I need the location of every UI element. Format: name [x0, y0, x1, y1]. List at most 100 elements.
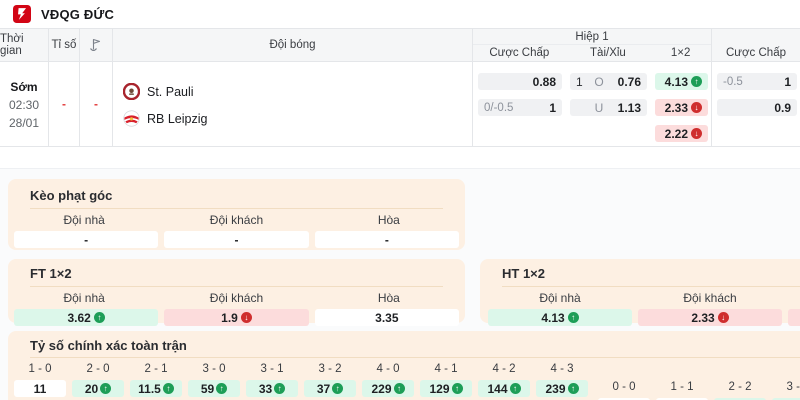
score-odd[interactable]: 59 ↑	[188, 380, 240, 397]
ft-col-away: Đội khách	[209, 291, 264, 305]
ht-away-odd[interactable]: 2.33 ↓	[638, 309, 782, 326]
home-team-name[interactable]: St. Pauli	[147, 84, 194, 99]
match-time-label: Sớm	[10, 80, 38, 94]
corner-away-odd[interactable]: -	[164, 231, 309, 248]
h1-over-odd[interactable]: 1 O 0.76	[570, 73, 647, 90]
score-odd[interactable]: 33 ↑	[246, 380, 298, 397]
odds-value: 59	[200, 381, 215, 396]
score-label: 3 - 3	[786, 381, 800, 393]
score-col: 2 - 1 11.5 ↑	[130, 362, 182, 400]
score-col: 4 - 3 239 ↑	[536, 362, 588, 400]
ht-home-odd[interactable]: 4.13 ↑	[488, 309, 632, 326]
trend-up-icon: ↑	[100, 383, 112, 394]
h1-1x2-home-odd[interactable]: 4.13 ↑	[655, 73, 708, 90]
col-header-handicap: Cược Chấp	[489, 47, 550, 59]
score-label: 2 - 1	[144, 363, 168, 375]
trend-down-icon: ↓	[717, 312, 729, 323]
h1-under-odd[interactable]: U 1.13	[570, 99, 647, 116]
score-label: 3 - 0	[202, 363, 226, 375]
score-col: 4 - 2 144 ↑	[478, 362, 530, 400]
corner-flag-icon	[90, 38, 101, 51]
score-odd[interactable]: 239 ↑	[536, 380, 588, 397]
ft-col-draw: Hòa	[377, 291, 400, 305]
odds-value: 144	[487, 381, 508, 396]
trend-down-icon: ↓	[240, 312, 252, 323]
odds-value: 0.76	[617, 74, 641, 89]
ft-away-odd[interactable]: 1.9 ↓	[164, 309, 309, 326]
h1-handicap-odd-1[interactable]: 0.88	[478, 73, 562, 90]
odds-value: 20	[84, 381, 99, 396]
odds-value: 0.9	[774, 100, 791, 115]
handicap-line: 0/-0.5	[484, 101, 514, 114]
col-header-over-under: Tài/Xỉu	[590, 47, 626, 59]
corner-col-home: Đội nhà	[63, 213, 105, 227]
trend-up-icon: ↑	[93, 312, 105, 323]
handicap2-odd-1[interactable]: -0.5 1	[717, 73, 797, 90]
match-date: 28/01	[8, 116, 40, 130]
ht-col-away: Đội khách	[683, 291, 737, 305]
corner-col-away: Đội khách	[209, 213, 264, 227]
col-header-team: Đội bóng	[112, 29, 472, 61]
away-team-name[interactable]: RB Leipzig	[147, 111, 208, 126]
ft-draw-odd[interactable]: 3.35	[314, 309, 459, 326]
odds-value: 129	[429, 381, 450, 396]
odds-value: 1	[784, 74, 791, 89]
col-header-time: Thời gian	[0, 33, 24, 57]
score-col: 2 - 2 13 ↑	[714, 380, 766, 400]
score-odd[interactable]: 20 ↑	[72, 380, 124, 397]
home-team-row[interactable]: St. Pauli	[123, 78, 472, 105]
score-odd[interactable]: 11.5 ↑	[130, 380, 182, 397]
score-label: 3 - 2	[318, 363, 342, 375]
score-odd[interactable]: 129 ↑	[420, 380, 472, 397]
bundesliga-logo-icon	[13, 5, 31, 23]
trend-up-icon: ↑	[567, 383, 579, 394]
ht-draw-odd[interactable]	[788, 309, 800, 326]
corner-col-draw: Hòa	[377, 213, 400, 227]
trend-up-icon: ↑	[162, 383, 174, 394]
correct-score-card: Tỷ số chính xác toàn trận 1 - 0 11 2 - 0…	[8, 331, 800, 400]
odds-value: 37	[316, 381, 331, 396]
trend-down-icon: ↓	[691, 128, 702, 139]
score-label: 2 - 0	[86, 363, 110, 375]
odds-value: 3.35	[375, 310, 399, 325]
score-card-title: Tỷ số chính xác toàn trận	[30, 331, 800, 358]
over-label: O	[594, 74, 604, 89]
score-col: 1 - 0 11	[14, 362, 66, 400]
h1-handicap-odd-2[interactable]: 0/-0.5 1	[478, 99, 562, 116]
match-corners: -	[79, 62, 112, 146]
odds-value: 2.33	[664, 100, 688, 115]
score-col: 3 - 2 37 ↑	[304, 362, 356, 400]
score-odd[interactable]: 229 ↑	[362, 380, 414, 397]
corner-draw-odd[interactable]: -	[314, 231, 459, 248]
under-label: U	[594, 100, 604, 115]
away-team-row[interactable]: RB Leipzig	[123, 105, 472, 132]
score-odd[interactable]: 11	[14, 380, 66, 397]
odds-value: 11	[33, 381, 47, 396]
odds-value: 1	[549, 100, 556, 115]
extra-markets-area: Kèo phạt góc Đội nhà Đội khách Hòa - - -…	[0, 168, 800, 400]
score-odd[interactable]: 37 ↑	[304, 380, 356, 397]
odds-value: 33	[258, 381, 273, 396]
score-label: 2 - 2	[728, 381, 752, 393]
handicap2-odd-2[interactable]: 0.9	[717, 99, 797, 116]
score-odd[interactable]: 144 ↑	[478, 380, 530, 397]
odds-value: 11.5	[138, 381, 161, 396]
score-col: 3 - 3 64 ↑	[772, 380, 800, 400]
league-header[interactable]: VĐQG ĐỨC	[0, 0, 800, 28]
score-col: 4 - 0 229 ↑	[362, 362, 414, 400]
ft-home-odd[interactable]: 3.62 ↑	[14, 309, 159, 326]
match-score: -	[48, 62, 79, 146]
score-label: 4 - 0	[376, 363, 400, 375]
score-label: 4 - 3	[550, 363, 574, 375]
handicap-line: -0.5	[723, 75, 743, 88]
h1-handicap-cell: 0.88 0/-0.5 1	[472, 62, 565, 146]
h1-1x2-away-odd[interactable]: 2.33 ↓	[655, 99, 708, 116]
score-label: 4 - 2	[492, 363, 516, 375]
trend-up-icon: ↑	[567, 312, 579, 323]
col-header-1x2: 1×2	[670, 47, 691, 59]
corner-home-odd[interactable]: -	[14, 231, 159, 248]
h1-1x2-draw-odd[interactable]: 2.22 ↓	[655, 125, 708, 142]
teams-cell: St. Pauli RB Leipzig	[112, 62, 472, 146]
draw-scores-group: 0 - 0 11.5 1 - 1 5.6 2 - 2	[598, 380, 800, 400]
